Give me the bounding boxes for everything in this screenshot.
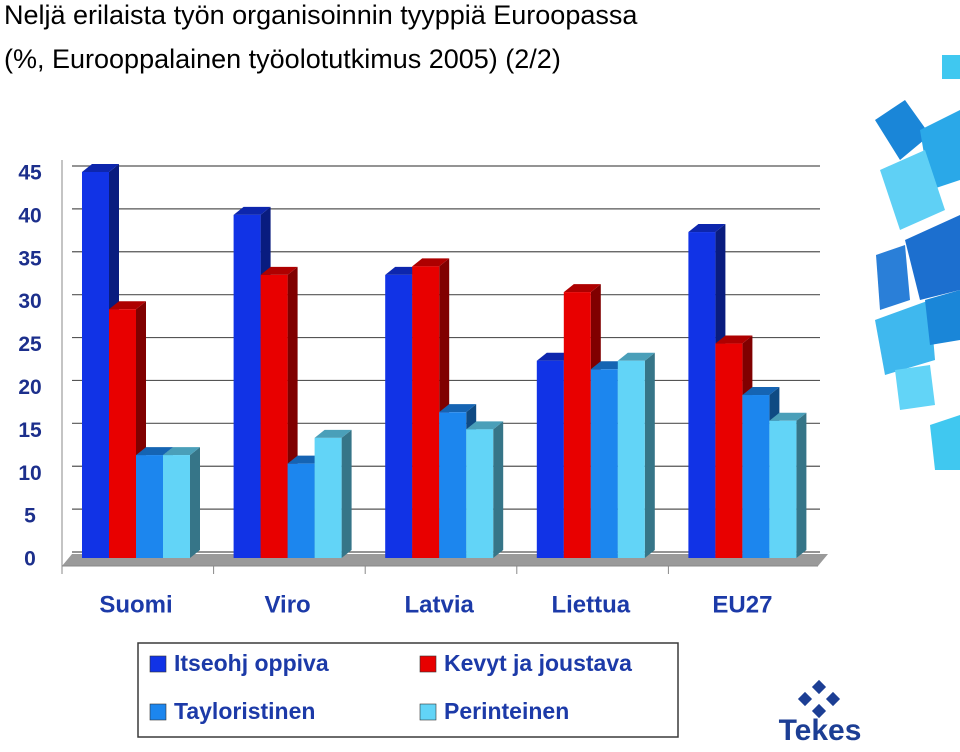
y-tick-label: 40 [18,204,41,227]
logo-text: Tekes [779,714,862,747]
plot-area [61,160,828,567]
bar [412,266,440,558]
y-tick-label: 5 [24,505,36,528]
bar [715,343,743,558]
bar-top [260,266,298,275]
bar-top [412,258,450,267]
bar-top [769,412,807,421]
bar-top [563,284,601,293]
bar [466,429,494,558]
bar [287,463,315,558]
y-tick-label: 10 [18,462,41,485]
legend-label: Kevyt ja joustava [444,650,632,676]
bar-side [644,352,655,558]
bar [314,437,342,558]
bar-side [493,421,504,558]
legend-swatch [149,655,167,673]
bar [688,232,716,559]
x-tick-label: Liettua [551,591,630,618]
bar [617,360,645,558]
y-tick-label: 45 [18,162,42,185]
bar-top [742,387,780,396]
chart-title: Neljä erilaista työn organisoinnin tyypp… [4,0,638,30]
y-tick-label: 35 [18,247,42,270]
decoration [875,55,960,470]
bar [136,455,163,558]
bar [385,274,413,558]
logo: Tekes [779,679,862,747]
bar [109,309,136,558]
bar [82,172,109,558]
bar [233,214,261,558]
legend-swatch [149,703,167,721]
bar-side [341,429,352,558]
bar-top [314,429,352,438]
bar [769,420,797,558]
y-tick-label: 30 [18,290,41,313]
bar [563,292,591,558]
bar-top [715,335,753,344]
chart-subtitle: (%, Eurooppalainen työolotutkimus 2005) … [4,44,561,74]
bar-top [466,421,504,430]
y-tick-label: 15 [18,419,42,442]
bar [439,412,467,558]
legend-swatch [419,703,437,721]
y-tick-label: 20 [18,376,41,399]
bar-top [233,206,271,215]
bar-top [163,447,200,456]
legend-label: Tayloristinen [174,698,315,724]
bar-side [796,412,807,558]
bar [260,274,288,558]
bar [163,455,190,558]
bar [590,369,618,558]
y-tick-label: 25 [18,333,42,356]
legend-box [137,642,679,738]
bar-top [136,447,173,456]
x-tick-label: EU27 [712,591,772,618]
bar-top [688,224,726,233]
bar-top [439,404,477,413]
x-tick-label: Suomi [99,591,172,618]
bar [742,395,770,558]
bar-top [617,352,655,361]
legend-label: Perinteinen [444,698,569,724]
bar-top [109,301,146,310]
y-tick-label: 0 [24,548,36,571]
legend-label: Itseohj oppiva [174,650,329,676]
legend-swatch [419,655,437,673]
bar [536,360,564,558]
x-tick-label: Viro [264,591,310,618]
bar-top [82,164,119,172]
x-tick-label: Latvia [405,591,475,618]
bar-side [190,447,200,558]
